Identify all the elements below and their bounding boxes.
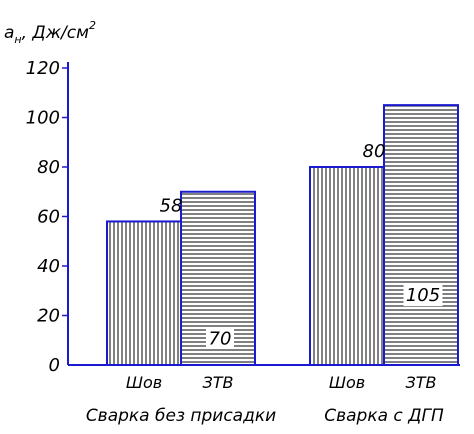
y-axis-label-unit: , Дж/см — [22, 23, 89, 43]
x-category-label: ЗТВ — [202, 373, 233, 392]
data-label: 58 — [160, 195, 183, 216]
group-labels: Сварка без присадки Сварка с ДГП — [86, 406, 444, 426]
data-label-backdrop — [206, 327, 234, 350]
group-label: Сварка с ДГП — [324, 406, 444, 426]
bar-2-2 — [383, 104, 459, 366]
data-label-backdrop — [403, 284, 443, 307]
x-category-label: ЗТВ — [405, 373, 436, 392]
y-axis-ticks: 0 20 40 60 80 100 120 — [26, 58, 68, 376]
group-label: Сварка без присадки — [86, 406, 276, 426]
data-labels: 58 70 80 105 — [160, 141, 443, 350]
y-axis-label-subscript: н — [14, 33, 21, 46]
x-category-label: Шов — [126, 373, 162, 392]
y-axis-label: aн, Дж/см2 — [4, 19, 96, 46]
y-tick-label: 40 — [37, 256, 60, 277]
y-axis-label-power: 2 — [89, 19, 96, 32]
y-axis-label-symbol: a — [4, 23, 14, 43]
data-label: 105 — [406, 285, 440, 306]
bar-2-1 — [309, 166, 385, 366]
data-label: 80 — [363, 141, 386, 162]
y-tick-label: 80 — [37, 157, 60, 178]
data-label: 70 — [209, 328, 232, 349]
bar-1-1 — [106, 220, 182, 366]
x-axis-categories: Шов ЗТВ Шов ЗТВ — [126, 373, 437, 392]
y-tick-label: 100 — [26, 108, 60, 129]
x-category-label: Шов — [329, 373, 365, 392]
y-tick-label: 20 — [37, 306, 60, 327]
y-tick-label: 120 — [26, 58, 60, 79]
y-tick-label: 60 — [37, 207, 60, 228]
bars — [106, 104, 459, 366]
y-tick-label: 0 — [49, 355, 60, 376]
